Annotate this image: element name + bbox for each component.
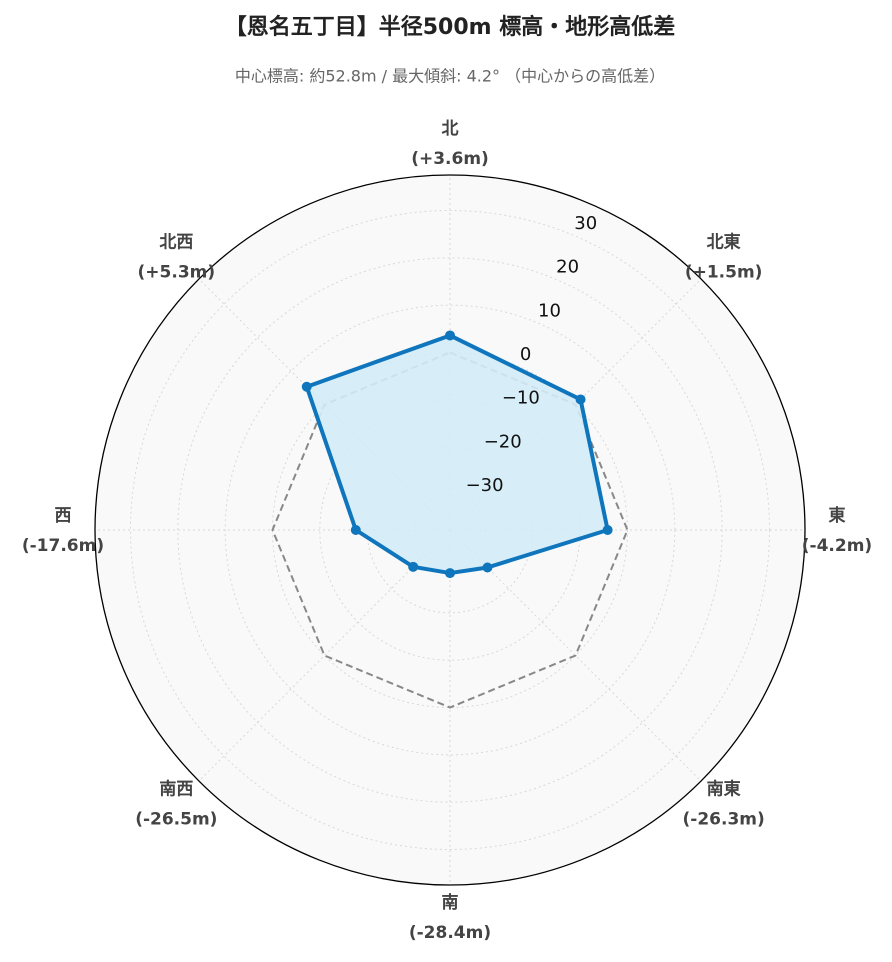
chart-title: 【恩名五丁目】半径500m 標高・地形高低差	[225, 14, 676, 40]
data-point	[445, 568, 455, 579]
grid-spoke	[198, 529, 451, 782]
value-label: (+1.5m)	[685, 262, 763, 282]
grid-circle	[177, 257, 723, 803]
data-point	[301, 381, 312, 392]
grid-circle	[130, 210, 770, 850]
grid-spoke	[198, 278, 451, 531]
chart-subtitle: 中心標高: 約52.8m / 最大傾斜: 4.2° （中心からの高低差）	[235, 67, 665, 86]
category-label: 南	[442, 892, 459, 913]
value-label: (-4.2m)	[802, 536, 872, 556]
data-point	[602, 525, 613, 535]
r-tick-label: −20	[484, 431, 522, 452]
value-label: (+5.3m)	[138, 262, 216, 282]
reference-line	[271, 351, 629, 709]
category-label: 北	[442, 119, 459, 139]
category-label: 南西	[159, 779, 193, 800]
r-tick-label: 10	[538, 300, 561, 321]
data-point	[350, 525, 361, 535]
plot-border	[94, 174, 806, 886]
r-tick-label: 30	[574, 213, 597, 234]
grid-spoke	[449, 529, 702, 782]
data-point	[445, 330, 455, 341]
value-label: (-17.6m)	[22, 536, 104, 556]
category-label: 南東	[707, 779, 741, 800]
data-point	[575, 394, 586, 405]
r-tick-label: 20	[556, 257, 579, 278]
data-point	[482, 562, 493, 573]
value-label: (-28.4m)	[409, 923, 491, 943]
category-label: 東	[829, 505, 846, 526]
grid-spoke	[449, 278, 702, 531]
value-label: (+3.6m)	[411, 149, 489, 169]
category-label: 北西	[159, 232, 193, 252]
value-label: (-26.5m)	[135, 810, 217, 830]
r-tick-label: −10	[502, 388, 540, 409]
r-tick-label: −30	[466, 475, 504, 496]
category-label: 西	[55, 506, 72, 526]
data-point	[408, 561, 419, 572]
grid-circle	[224, 304, 676, 756]
category-label: 北東	[707, 231, 741, 252]
value-label: (-26.3m)	[683, 810, 765, 830]
r-tick-label: 0	[520, 344, 531, 365]
